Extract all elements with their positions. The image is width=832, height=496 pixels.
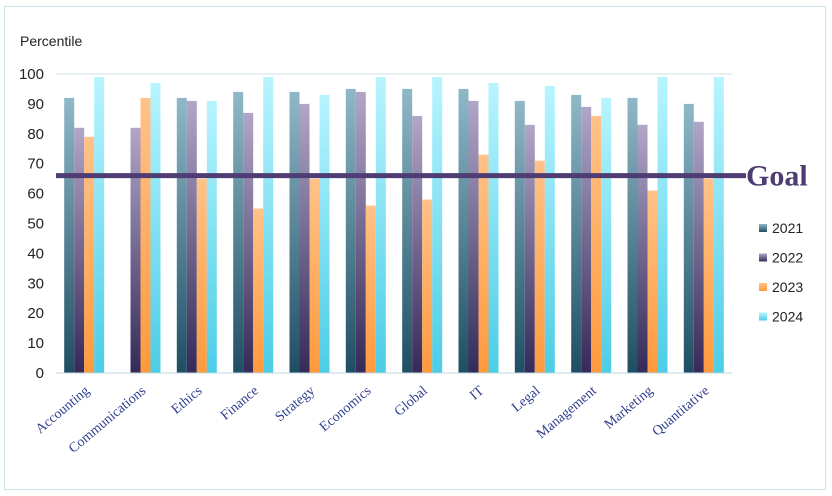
y-axis-ticks: 0 10 20 30 40 50 60 70 80 90 100 [19, 66, 44, 382]
legend-label-2022: 2022 [772, 250, 803, 266]
y-tick-label: 100 [19, 66, 44, 83]
x-tick-label: Economics [317, 384, 374, 435]
x-tick-label: Management [534, 384, 600, 443]
bar-2022-legal [524, 124, 535, 373]
goal-label: Goal [746, 160, 808, 193]
bar-2022-it [468, 100, 479, 374]
bar-2021-economics [345, 88, 356, 374]
bar-2023-strategy [309, 178, 320, 373]
bar-2022-ethics [186, 100, 197, 374]
bar-2022-management [581, 106, 592, 374]
x-tick-label: Marketing [602, 384, 656, 433]
bars-group [64, 77, 724, 374]
bar-2023-legal [534, 160, 545, 373]
x-tick-label: Quantitative [650, 384, 713, 440]
bar-2024-legal [544, 86, 555, 373]
y-tick-label: 20 [27, 305, 44, 322]
bar-2021-accounting [64, 97, 75, 374]
bar-2023-global [422, 199, 433, 373]
y-tick-label: 50 [27, 216, 44, 233]
legend-label-2021: 2021 [772, 220, 803, 236]
bar-2023-communications [140, 97, 151, 374]
legend-swatch-2023 [759, 283, 767, 291]
bar-2024-strategy [319, 94, 330, 374]
bar-2023-finance [253, 208, 264, 373]
y-tick-label: 60 [27, 186, 44, 203]
bar-2024-economics [375, 77, 386, 373]
bar-2023-quantitative [703, 178, 714, 373]
bar-2022-quantitative [693, 121, 704, 373]
bar-2022-economics [355, 91, 366, 374]
x-tick-label: Legal [509, 384, 543, 416]
bar-2021-it [458, 88, 469, 374]
bar-2024-communications [150, 83, 161, 373]
legend-label-2023: 2023 [772, 279, 803, 295]
y-tick-label: 90 [27, 96, 44, 113]
bar-2023-accounting [84, 136, 95, 373]
bar-2021-global [402, 88, 413, 374]
legend-label-2024: 2024 [772, 309, 803, 325]
y-tick-label: 40 [27, 245, 44, 262]
bar-2022-strategy [299, 103, 310, 374]
bar-2024-management [601, 97, 612, 374]
bar-2024-marketing [657, 77, 668, 373]
bar-2024-ethics [206, 100, 217, 374]
bar-2021-strategy [289, 91, 300, 374]
bar-2024-global [432, 77, 443, 373]
bar-2021-finance [233, 91, 244, 374]
bar-2022-communications [130, 127, 141, 373]
bar-2023-it [478, 154, 489, 373]
x-tick-label: Global [392, 384, 431, 420]
bar-2023-marketing [647, 190, 658, 373]
legend-swatch-2024 [759, 312, 767, 321]
bar-2024-quantitative [713, 77, 724, 373]
y-tick-label: 80 [27, 126, 44, 143]
bar-2022-finance [243, 112, 254, 374]
y-tick-label: 30 [27, 275, 44, 292]
bar-2021-legal [514, 100, 525, 374]
bar-2024-it [488, 83, 499, 373]
bar-2021-quantitative [683, 103, 694, 374]
x-tick-label: Finance [218, 384, 262, 424]
bar-2021-management [571, 94, 582, 374]
x-tick-label: IT [467, 383, 487, 403]
x-tick-label: Strategy [273, 384, 318, 425]
y-tick-label: 70 [27, 156, 44, 173]
bar-2022-global [412, 115, 423, 374]
legend: 2021 2022 2023 2024 [759, 220, 803, 325]
bar-2023-economics [365, 205, 376, 373]
bar-2021-marketing [627, 97, 638, 374]
bar-2021-ethics [176, 97, 187, 374]
bar-2022-accounting [74, 127, 85, 373]
bar-2024-finance [263, 77, 274, 373]
y-tick-label: 0 [36, 365, 44, 382]
y-tick-label: 10 [27, 335, 44, 352]
bar-2023-management [591, 115, 602, 374]
y-axis-label: Percentile [20, 33, 82, 49]
x-tick-label: Ethics [169, 384, 205, 418]
bar-2024-accounting [94, 77, 105, 373]
bar-2022-marketing [637, 124, 648, 373]
legend-swatch-2021 [759, 224, 767, 232]
legend-swatch-2022 [759, 253, 767, 262]
bar-2023-ethics [196, 178, 207, 373]
